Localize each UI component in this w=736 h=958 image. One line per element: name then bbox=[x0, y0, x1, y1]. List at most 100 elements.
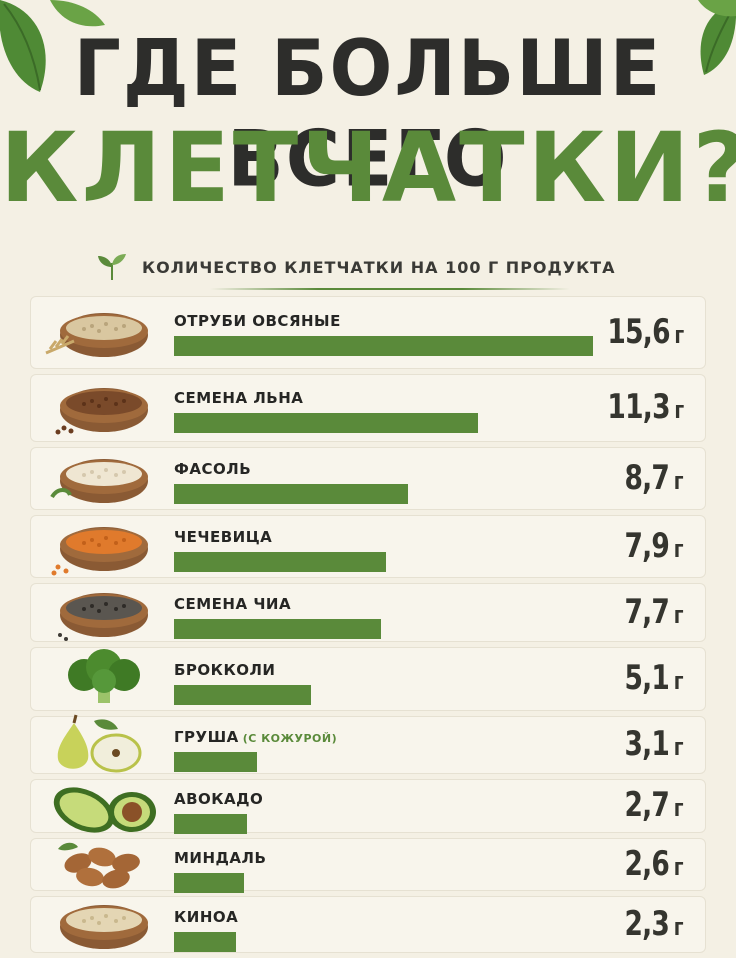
chart-row: МИНДАЛЬ 2,6 г bbox=[30, 838, 706, 893]
bar-value-unit: г bbox=[673, 396, 684, 424]
subtitle-row: КОЛИЧЕСТВО КЛЕТЧАТКИ НА 100 Г ПРОДУКТА bbox=[96, 252, 656, 282]
chia-seeds-bowl-icon bbox=[58, 592, 148, 641]
bar-label: КИНОА bbox=[174, 908, 238, 926]
bar-label: ОТРУБИ ОВСЯНЫЕ bbox=[174, 312, 341, 330]
bar-value-number: 7,7 bbox=[624, 592, 670, 632]
chart-row: ФАСОЛЬ 8,7 г bbox=[30, 447, 706, 510]
bar-value-unit: г bbox=[673, 535, 684, 563]
bar-value: 7,7 г bbox=[624, 592, 684, 632]
food-thumbnail bbox=[39, 516, 169, 577]
bar-value-number: 8,7 bbox=[624, 458, 670, 498]
bar-label-text: ГРУША bbox=[174, 728, 239, 746]
bar-label: ФАСОЛЬ bbox=[174, 460, 251, 478]
bar-label-text: СЕМЕНА ЛЬНА bbox=[174, 389, 304, 407]
bar-value-number: 2,6 bbox=[624, 844, 670, 884]
bar-value: 2,7 г bbox=[624, 785, 684, 825]
bar-label: АВОКАДО bbox=[174, 790, 263, 808]
lentils-bowl-icon bbox=[51, 526, 148, 575]
bar-label: ЧЕЧЕВИЦА bbox=[174, 528, 272, 546]
bar-value-unit: г bbox=[673, 733, 684, 761]
fiber-chart: ОТРУБИ ОВСЯНЫЕ 15,6 г СЕМЕНА ЛЬНА 11,3 г ФАС… bbox=[30, 296, 706, 958]
bar-value: 2,6 г bbox=[624, 844, 684, 884]
food-thumbnail bbox=[39, 297, 169, 368]
bar-label-text: КИНОА bbox=[174, 908, 239, 926]
bar-value: 2,3 г bbox=[624, 904, 684, 944]
bar-label-text: МИНДАЛЬ bbox=[174, 849, 267, 867]
subtitle-divider bbox=[210, 288, 570, 290]
bar-value-number: 2,3 bbox=[624, 904, 670, 944]
leaf-top-left-icon bbox=[0, 0, 105, 92]
food-thumbnail bbox=[39, 839, 169, 890]
bar bbox=[174, 413, 478, 433]
avocado-icon bbox=[53, 787, 156, 833]
subtitle: КОЛИЧЕСТВО КЛЕТЧАТКИ НА 100 Г ПРОДУКТА bbox=[142, 257, 616, 277]
bar-value: 11,3 г bbox=[606, 387, 684, 427]
chart-row: СЕМЕНА ЛЬНА 11,3 г bbox=[30, 374, 706, 442]
chart-row: БРОККОЛИ 5,1 г bbox=[30, 647, 706, 711]
almonds-icon bbox=[58, 842, 140, 888]
flax-seeds-bowl-icon bbox=[55, 388, 148, 435]
bar-label-text: ЧЕЧЕВИЦА bbox=[174, 528, 273, 546]
sprout-icon bbox=[98, 254, 126, 281]
bar-value-number: 2,7 bbox=[624, 785, 670, 825]
chart-row: АВОКАДО 2,7 г bbox=[30, 779, 706, 834]
chart-row: СЕМЕНА ЧИА 7,7 г bbox=[30, 583, 706, 642]
bar-value-unit: г bbox=[673, 913, 684, 941]
bar-value-number: 3,1 bbox=[624, 724, 670, 764]
title-line-1: ГДЕ БОЛЬШЕ ВСЕГО bbox=[73, 23, 663, 205]
bar-label-note: (С КОЖУРОЙ) bbox=[242, 732, 338, 745]
bar bbox=[174, 814, 247, 834]
quinoa-bowl-icon bbox=[60, 904, 148, 949]
food-thumbnail bbox=[39, 584, 169, 641]
bar bbox=[174, 552, 386, 572]
bar-value-number: 7,9 bbox=[624, 526, 670, 566]
bar bbox=[174, 873, 244, 893]
bar-value-unit: г bbox=[673, 601, 684, 629]
bar-value-number: 11,3 bbox=[606, 387, 670, 427]
food-thumbnail bbox=[39, 448, 169, 509]
bar bbox=[174, 685, 311, 705]
bar-label: БРОККОЛИ bbox=[174, 661, 275, 679]
bar-value: 5,1 г bbox=[624, 658, 684, 698]
bar-label: СЕМЕНА ЛЬНА bbox=[174, 389, 303, 407]
bar-label: ГРУША (С КОЖУРОЙ) bbox=[174, 728, 337, 746]
oat-bran-bowl-icon bbox=[45, 312, 148, 357]
bar-value-unit: г bbox=[673, 853, 684, 881]
broccoli-icon bbox=[68, 649, 140, 703]
bar-label: МИНДАЛЬ bbox=[174, 849, 266, 867]
bar-label-text: БРОККОЛИ bbox=[174, 661, 276, 679]
food-thumbnail bbox=[39, 648, 169, 710]
food-thumbnail bbox=[39, 780, 169, 833]
bar-label: СЕМЕНА ЧИА bbox=[174, 595, 291, 613]
bar-value-number: 5,1 bbox=[624, 658, 670, 698]
bar-value-unit: г bbox=[673, 794, 684, 822]
food-thumbnail bbox=[39, 714, 169, 773]
bar-label-text: ФАСОЛЬ bbox=[174, 460, 252, 478]
bar bbox=[174, 484, 408, 504]
bar-value: 7,9 г bbox=[624, 526, 684, 566]
chart-row: ЧЕЧЕВИЦА 7,9 г bbox=[30, 515, 706, 578]
bar bbox=[174, 336, 593, 356]
bar-value: 15,6 г bbox=[606, 312, 684, 352]
bar-value-number: 15,6 bbox=[606, 312, 670, 352]
bar bbox=[174, 752, 257, 772]
chart-row: ГРУША (С КОЖУРОЙ) 3,1 г bbox=[30, 714, 706, 774]
bar-label-text: ОТРУБИ ОВСЯНЫЕ bbox=[174, 312, 341, 330]
bar-value-unit: г bbox=[673, 667, 684, 695]
bar-label-text: СЕМЕНА ЧИА bbox=[174, 595, 292, 613]
food-thumbnail bbox=[39, 897, 169, 952]
bar bbox=[174, 619, 381, 639]
bar-value: 3,1 г bbox=[624, 724, 684, 764]
title-line-2: КЛЕТЧАТКИ? bbox=[0, 112, 736, 224]
bar-value: 8,7 г bbox=[624, 458, 684, 498]
chart-row: ОТРУБИ ОВСЯНЫЕ 15,6 г bbox=[30, 296, 706, 369]
bar-value-unit: г bbox=[673, 321, 684, 349]
food-thumbnail bbox=[39, 375, 169, 441]
chart-row: КИНОА 2,3 г bbox=[30, 896, 706, 953]
beans-bowl-icon bbox=[50, 458, 148, 503]
bar bbox=[174, 932, 236, 952]
bar-value-unit: г bbox=[673, 467, 684, 495]
pear-icon bbox=[57, 714, 142, 773]
bar-label-text: АВОКАДО bbox=[174, 790, 264, 808]
leaf-top-right-icon bbox=[698, 0, 736, 75]
